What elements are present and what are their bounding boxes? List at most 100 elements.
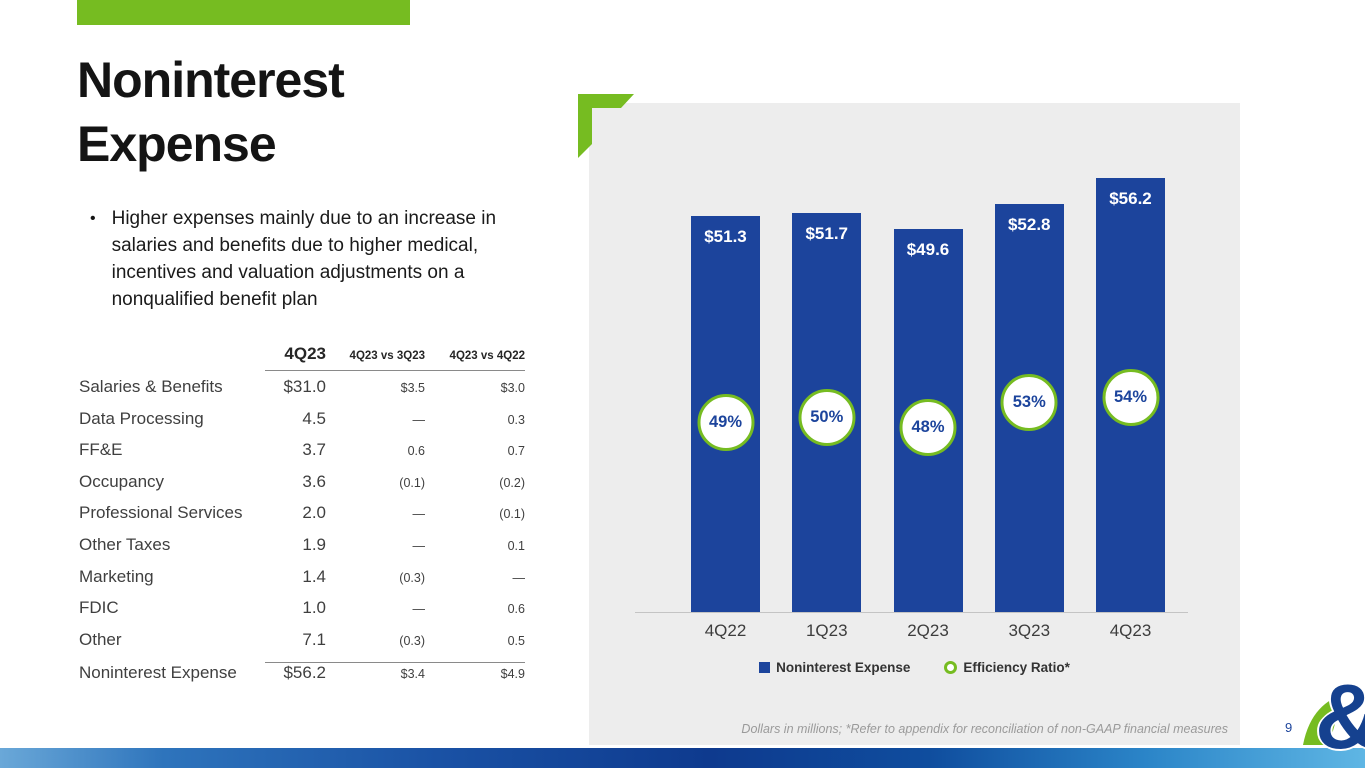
header-rule <box>265 370 525 371</box>
bullet-item: • Higher expenses mainly due to an incre… <box>90 205 556 313</box>
title-line-2: Expense <box>77 116 277 172</box>
bottom-accent-bar <box>0 748 1365 768</box>
bar-chart: $51.3 49% $51.7 50% $49.6 48% $52.8 53% $56.2 54% <box>691 103 1165 612</box>
efficiency-ratio-marker: 53% <box>1000 373 1058 431</box>
row-value-vs4q22: 0.7 <box>507 444 525 459</box>
row-value-vs4q22: (0.2) <box>499 475 525 490</box>
header-4q23-vs-4q22: 4Q23 vs 4Q22 <box>449 350 525 362</box>
total-value-vs4q22: $4.9 <box>500 667 525 682</box>
x-axis-label: 4Q23 <box>1109 621 1152 640</box>
table-body: Salaries & Benefits $31.0 $3.5 $3.0 Data Pro… <box>79 377 525 661</box>
bar-value-label: $52.8 <box>1007 215 1051 234</box>
title-line-1: Noninterest <box>77 52 345 108</box>
row-value-vs4q22: (0.1) <box>499 507 525 522</box>
total-label: Noninterest Expense <box>79 663 237 683</box>
legend-label-expense: Noninterest Expense <box>776 660 911 675</box>
row-label: Professional Services <box>79 503 243 523</box>
table-header-row: 4Q23 4Q23 vs 3Q23 4Q23 vs 4Q22 <box>79 344 525 370</box>
table-row: FDIC 1.0 — 0.6 <box>79 598 525 630</box>
table-row: Marketing 1.4 (0.3) — <box>79 567 525 599</box>
table-row: Occupancy 3.6 (0.1) (0.2) <box>79 472 525 504</box>
row-label: Other <box>79 629 122 649</box>
header-4q23: 4Q23 <box>284 344 326 363</box>
expense-table: 4Q23 4Q23 vs 3Q23 4Q23 vs 4Q22 Salaries … <box>79 344 525 697</box>
bar-value-label: $49.6 <box>906 240 950 259</box>
x-axis-label: 4Q22 <box>704 621 747 640</box>
logo-swoosh-icon <box>1303 695 1343 745</box>
page-title: Noninterest Expense <box>77 48 345 176</box>
bar-value-label: $51.7 <box>805 224 849 243</box>
row-value-vs3q23: — <box>412 412 426 427</box>
row-value-vs3q23: — <box>412 538 426 553</box>
chart-legend: Noninterest Expense Efficiency Ratio* <box>589 660 1240 675</box>
company-logo: & <box>1303 671 1365 768</box>
row-value-4q23: $31.0 <box>283 377 326 396</box>
bar-column: $51.7 50% <box>792 103 862 612</box>
row-value-4q23: 1.4 <box>302 566 326 586</box>
bullet-text: Higher expenses mainly due to an increas… <box>111 208 497 310</box>
legend-label-efficiency: Efficiency Ratio* <box>963 660 1070 675</box>
header-4q23-vs-3q23: 4Q23 vs 3Q23 <box>349 350 425 362</box>
x-axis-line <box>635 612 1188 613</box>
bar-column: $51.3 49% <box>691 103 760 612</box>
row-label: FF&E <box>79 440 123 460</box>
top-accent-bar <box>77 0 410 25</box>
x-axis-label: 3Q23 <box>1008 621 1051 640</box>
row-value-vs4q22: 0.1 <box>507 538 525 553</box>
efficiency-ratio-marker: 50% <box>798 388 856 446</box>
row-value-4q23: 3.7 <box>302 440 326 460</box>
bullet-marker: • <box>90 210 96 227</box>
row-label: Data Processing <box>79 408 204 428</box>
row-value-vs4q22: 0.6 <box>507 602 525 617</box>
bar-column: $49.6 48% <box>893 103 963 612</box>
row-value-vs3q23: (0.1) <box>399 475 425 490</box>
table-row: Other Taxes 1.9 — 0.1 <box>79 535 525 567</box>
row-value-4q23: 1.9 <box>302 534 326 554</box>
row-value-vs4q22: $3.0 <box>500 381 525 395</box>
row-value-vs4q22: 0.3 <box>507 412 525 427</box>
chart-footnote: Dollars in millions; *Refer to appendix … <box>741 722 1228 736</box>
total-rule <box>265 662 525 664</box>
table-row: Other 7.1 (0.3) 0.5 <box>79 630 525 662</box>
corner-flag-icon <box>578 94 634 158</box>
total-value-4q23: $56.2 <box>283 663 326 683</box>
row-value-4q23: 1.0 <box>302 598 326 618</box>
row-value-vs4q22: 0.5 <box>507 633 525 648</box>
row-value-vs3q23: (0.3) <box>399 633 425 648</box>
table-row: Professional Services 2.0 — (0.1) <box>79 503 525 535</box>
logo-ampersand: & <box>1315 671 1365 763</box>
row-label: Salaries & Benefits <box>79 377 223 396</box>
x-axis-labels: 4Q22 1Q23 2Q23 3Q23 4Q23 <box>691 621 1165 641</box>
row-value-vs3q23: 0.6 <box>407 444 425 459</box>
bar-value-label: $56.2 <box>1109 189 1152 208</box>
row-value-4q23: 4.5 <box>302 408 326 428</box>
legend-item-expense: Noninterest Expense <box>759 660 910 675</box>
table-row: FF&E 3.7 0.6 0.7 <box>79 440 525 472</box>
row-label: Occupancy <box>79 471 165 491</box>
legend-item-efficiency: Efficiency Ratio* <box>944 660 1070 675</box>
row-value-4q23: 7.1 <box>302 629 326 649</box>
table-total-row: Noninterest Expense $56.2 $3.4 $4.9 <box>79 663 525 697</box>
row-label: Marketing <box>79 566 154 586</box>
table-row: Data Processing 4.5 — 0.3 <box>79 409 525 441</box>
x-axis-label: 2Q23 <box>907 621 949 640</box>
bar-column: $56.2 54% <box>1096 103 1165 612</box>
table-row: Salaries & Benefits $31.0 $3.5 $3.0 <box>79 377 525 409</box>
row-value-4q23: 3.6 <box>302 471 326 491</box>
row-value-4q23: 2.0 <box>302 503 326 523</box>
page-number: 9 <box>1285 720 1293 735</box>
efficiency-ratio-marker: 48% <box>899 398 957 456</box>
bar-column: $52.8 53% <box>994 103 1064 612</box>
row-value-vs3q23: — <box>412 602 426 617</box>
efficiency-ratio-marker: 49% <box>697 393 754 451</box>
row-value-vs3q23: — <box>412 507 426 522</box>
x-axis-label: 1Q23 <box>805 621 848 640</box>
chart-panel: $51.3 49% $51.7 50% $49.6 48% $52.8 53% $56.2 54%… <box>578 94 1240 745</box>
total-value-vs3q23: $3.4 <box>400 667 425 682</box>
row-value-vs4q22: — <box>512 570 526 585</box>
bar-value-label: $51.3 <box>704 227 747 246</box>
efficiency-ratio-marker: 54% <box>1102 368 1159 426</box>
legend-square-icon <box>759 662 771 673</box>
row-label: FDIC <box>79 598 119 618</box>
